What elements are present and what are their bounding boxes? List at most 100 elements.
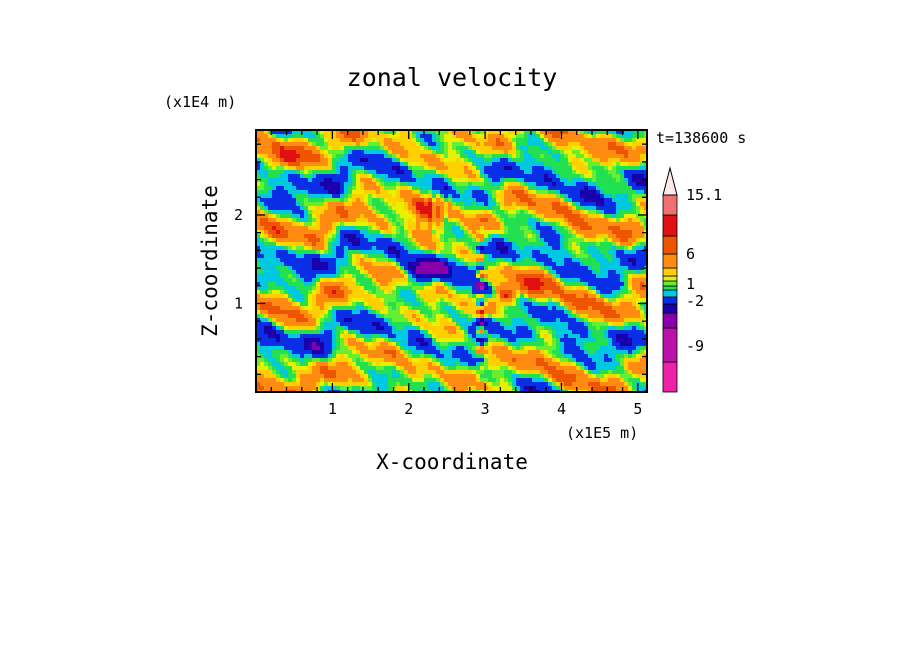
field-cell — [284, 230, 289, 235]
field-cell — [280, 250, 285, 255]
field-cell — [300, 154, 305, 159]
field-cell — [384, 222, 389, 227]
field-cell — [448, 130, 453, 135]
field-cell — [260, 326, 265, 331]
field-cell — [488, 266, 493, 271]
field-cell — [256, 206, 261, 211]
field-cell — [548, 194, 553, 199]
field-cell — [448, 234, 453, 239]
field-cell — [384, 326, 389, 331]
field-cell — [504, 130, 509, 135]
field-cell — [332, 178, 337, 183]
field-cell — [312, 158, 317, 163]
field-cell — [324, 134, 329, 139]
field-cell — [468, 222, 473, 227]
field-cell — [448, 182, 453, 187]
field-cell — [636, 226, 641, 231]
field-cell — [324, 258, 329, 263]
field-cell — [404, 230, 409, 235]
field-cell — [432, 226, 437, 231]
field-cell — [328, 322, 333, 327]
field-cell — [408, 170, 413, 175]
field-cell — [612, 198, 617, 203]
field-cell — [280, 314, 285, 319]
field-cell — [576, 314, 581, 319]
field-cell — [284, 278, 289, 283]
field-cell — [472, 210, 477, 215]
field-cell — [316, 258, 321, 263]
field-cell — [464, 194, 469, 199]
field-cell — [332, 166, 337, 171]
field-cell — [384, 178, 389, 183]
field-cell — [588, 258, 593, 263]
field-cell — [508, 266, 513, 271]
field-cell — [336, 178, 341, 183]
field-cell — [296, 134, 301, 139]
field-cell — [276, 290, 281, 295]
field-cell — [268, 254, 273, 259]
field-cell — [428, 330, 433, 335]
field-cell — [496, 330, 501, 335]
field-cell — [436, 326, 441, 331]
field-cell — [292, 230, 297, 235]
field-cell — [296, 314, 301, 319]
field-cell — [400, 202, 405, 207]
field-cell — [328, 210, 333, 215]
field-cell — [488, 198, 493, 203]
field-cell — [644, 150, 647, 155]
field-cell — [380, 146, 385, 151]
field-cell — [444, 270, 449, 275]
field-cell — [572, 238, 577, 243]
field-cell — [612, 278, 617, 283]
field-cell — [576, 242, 581, 247]
field-cell — [388, 318, 393, 323]
field-cell — [392, 254, 397, 259]
field-cell — [484, 162, 489, 167]
field-cell — [364, 290, 369, 295]
field-cell — [544, 302, 549, 307]
field-cell — [492, 234, 497, 239]
field-cell — [464, 306, 469, 311]
field-cell — [520, 190, 525, 195]
field-cell — [512, 154, 517, 159]
field-cell — [340, 142, 345, 147]
field-cell — [584, 166, 589, 171]
field-cell — [544, 330, 549, 335]
field-cell — [628, 166, 633, 171]
field-cell — [380, 270, 385, 275]
field-cell — [412, 226, 417, 231]
field-cell — [408, 282, 413, 287]
field-cell — [544, 262, 549, 267]
field-cell — [568, 314, 573, 319]
field-cell — [584, 314, 589, 319]
field-cell — [480, 202, 485, 207]
field-cell — [384, 282, 389, 287]
field-cell — [484, 150, 489, 155]
field-cell — [256, 174, 261, 179]
field-cell — [292, 214, 297, 219]
field-cell — [572, 254, 577, 259]
field-cell — [572, 226, 577, 231]
field-cell — [540, 130, 545, 135]
field-cell — [576, 310, 581, 315]
field-cell — [476, 298, 481, 303]
field-cell — [596, 254, 601, 259]
field-cell — [348, 266, 353, 271]
field-cell — [320, 326, 325, 331]
field-cell — [268, 146, 273, 151]
field-cell — [604, 214, 609, 219]
field-cell — [344, 302, 349, 307]
field-cell — [400, 154, 405, 159]
field-cell — [636, 266, 641, 271]
field-cell — [408, 274, 413, 279]
field-cell — [472, 150, 477, 155]
field-cell — [524, 150, 529, 155]
field-cell — [412, 150, 417, 155]
field-cell — [584, 222, 589, 227]
field-cell — [336, 258, 341, 263]
field-cell — [536, 130, 541, 135]
field-cell — [432, 246, 437, 251]
field-cell — [336, 262, 341, 267]
field-cell — [312, 318, 317, 323]
field-cell — [276, 150, 281, 155]
